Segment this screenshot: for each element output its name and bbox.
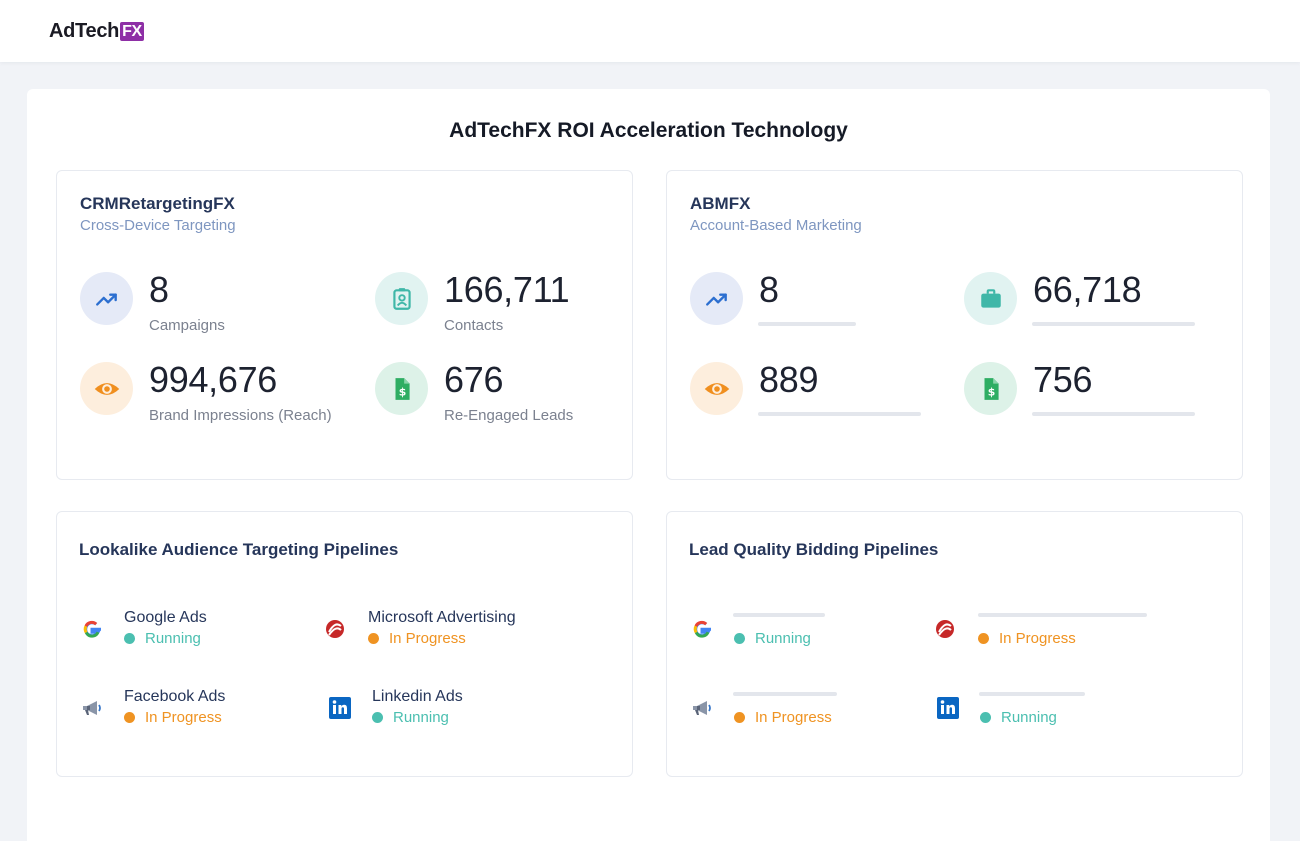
svg-text:$: $ [987,385,995,398]
page-title: AdTechFX ROI Acceleration Technology [449,119,848,142]
status-dot [124,712,135,723]
label-placeholder-bar [1032,322,1195,326]
lookalike-pipelines-card: Lookalike Audience Targeting Pipelines G… [56,511,633,777]
status-badge: Running [372,709,449,726]
status-text: In Progress [145,709,222,726]
google-icon [79,616,105,642]
stat-value: 889 [759,359,819,400]
google-icon [689,616,715,642]
trending-up-icon [690,272,743,325]
stat-label: Contacts [444,317,504,334]
name-placeholder-bar [733,613,825,617]
status-dot [124,633,135,644]
dollar-document-icon: $ [964,362,1017,415]
status-dot [734,633,745,644]
eye-icon [690,362,743,415]
stat-label: Re-Engaged Leads [444,407,574,424]
card-title: CRMRetargetingFX [80,194,235,213]
contact-card-icon [375,272,428,325]
status-dot [978,633,989,644]
label-placeholder-bar [1032,412,1195,416]
brand-logo[interactable]: AdTech FX [49,20,144,43]
status-text: Running [393,709,449,726]
megaphone-icon [689,695,715,721]
label-placeholder-bar [758,322,856,326]
main-panel: AdTechFX ROI Acceleration Technology CRM… [27,89,1270,841]
eye-icon [80,362,133,415]
name-placeholder-bar [979,692,1085,696]
pipeline-name: Linkedin Ads [372,688,463,705]
card-title: ABMFX [690,194,751,213]
microsoft-advertising-icon [932,616,958,642]
card-subtitle: Account-Based Marketing [690,217,862,234]
status-text: In Progress [755,709,832,726]
stat-label: Campaigns [149,317,225,334]
status-badge: In Progress [124,709,222,726]
status-text: In Progress [389,630,466,647]
status-dot [734,712,745,723]
lead-quality-pipelines-card: Lead Quality Bidding Pipelines Running I… [666,511,1243,777]
microsoft-advertising-icon [322,616,348,642]
briefcase-icon [964,272,1017,325]
megaphone-icon [79,695,105,721]
status-dot [372,712,383,723]
card-title: Lead Quality Bidding Pipelines [689,540,939,559]
stat-value: 66,718 [1033,269,1142,310]
top-bar: AdTech FX [0,0,1300,62]
status-dot [368,633,379,644]
crm-retargeting-card: CRMRetargetingFX Cross-Device Targeting … [56,170,633,480]
brand-name: AdTech [49,20,120,42]
dollar-document-icon: $ [375,362,428,415]
status-text: Running [145,630,201,647]
status-badge: In Progress [368,630,466,647]
card-subtitle: Cross-Device Targeting [80,217,236,234]
status-badge: In Progress [978,630,1076,647]
stat-value: 756 [1033,359,1093,400]
trending-up-icon [80,272,133,325]
stat-value: 8 [149,269,169,310]
status-badge: Running [734,630,811,647]
pipeline-name: Microsoft Advertising [368,609,516,626]
linkedin-icon [327,695,353,721]
svg-text:$: $ [398,385,406,398]
stat-label: Brand Impressions (Reach) [149,407,332,424]
pipeline-name: Facebook Ads [124,688,226,705]
stat-value: 166,711 [444,269,570,310]
stat-value: 994,676 [149,359,278,400]
linkedin-icon [935,695,961,721]
name-placeholder-bar [978,613,1147,617]
pipeline-name: Google Ads [124,609,207,626]
brand-fx-badge: FX [120,22,144,41]
label-placeholder-bar [758,412,921,416]
status-badge: Running [980,709,1057,726]
status-text: Running [755,630,811,647]
status-text: Running [1001,709,1057,726]
status-badge: In Progress [734,709,832,726]
card-title: Lookalike Audience Targeting Pipelines [79,540,399,559]
abm-card: ABMFX Account-Based Marketing 8 66,718 8… [666,170,1243,480]
stat-value: 8 [759,269,779,310]
stat-value: 676 [444,359,504,400]
name-placeholder-bar [733,692,837,696]
status-text: In Progress [999,630,1076,647]
status-badge: Running [124,630,201,647]
status-dot [980,712,991,723]
